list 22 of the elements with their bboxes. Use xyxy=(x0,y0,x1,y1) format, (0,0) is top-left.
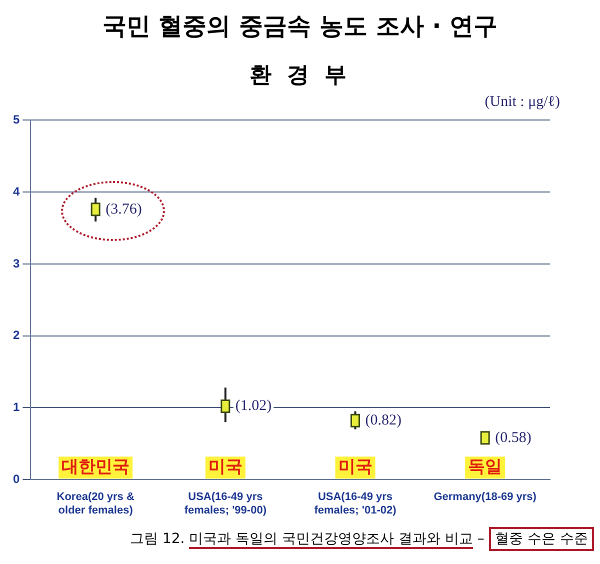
annotation: 대한민국 xyxy=(62,457,130,478)
y-tick-label: 1 xyxy=(12,400,20,414)
annotation: 미국 xyxy=(338,457,372,478)
chart-subtitle: 환 경 부 xyxy=(248,62,352,90)
x-tick-label: USA(16-49 yrs females; '01-02) xyxy=(314,491,397,516)
data-label: (1.02) xyxy=(235,398,272,414)
y-tick-label: 2 xyxy=(12,328,20,342)
y-tick-label: 5 xyxy=(12,112,20,127)
data-label: (0.82) xyxy=(365,412,402,429)
caption: 그림 12. 미국과 독일의 국민건강영양조사 결과와 비교 – 혈중 수은 수준 xyxy=(130,530,589,549)
y-tick-label: 0 xyxy=(12,472,20,486)
text: (Unit : μg/ℓ) xyxy=(484,94,560,111)
y-tick-label: 4 xyxy=(12,184,20,198)
chart-title: 국민 혈중의 중금속 농도 조사 · 연구 xyxy=(101,11,499,42)
data-label: (0.58) xyxy=(495,430,532,446)
x-tick-label: USA(16-49 yrs females; '99-00) xyxy=(184,491,267,516)
x-tick-label: Germany(18-69 yrs) xyxy=(434,491,537,504)
annotation: 독일 xyxy=(468,457,502,478)
annotation: 미국 xyxy=(208,457,242,478)
x-tick-label: Korea(20 yrs & older females) xyxy=(56,491,134,516)
y-tick-label: 3 xyxy=(12,256,20,270)
data-label: (3.76) xyxy=(106,201,142,218)
